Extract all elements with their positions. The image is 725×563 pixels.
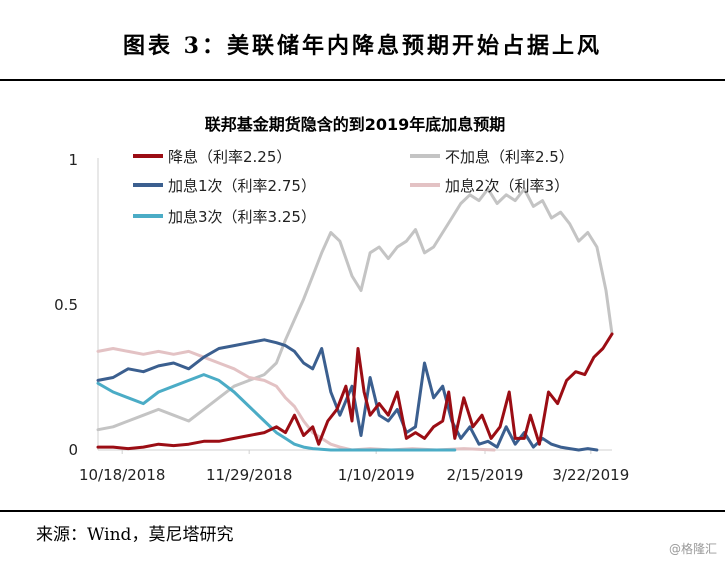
legend-label: 加息2次（利率3）	[445, 177, 569, 195]
line-chart: 联邦基金期货隐含的到2019年底加息预期 0 0.5 1 10/18/2018 11/2…	[54, 115, 629, 484]
series-line-2	[96, 187, 614, 432]
series-line-1	[96, 332, 614, 451]
legend-label: 加息1次（利率2.75）	[168, 177, 316, 195]
bottom-rule	[0, 510, 725, 512]
y-tick-label: 1	[68, 151, 78, 169]
series-line-4	[96, 347, 496, 452]
series-layer	[96, 187, 614, 452]
y-tick-label: 0	[68, 441, 78, 459]
legend-label: 加息3次（利率3.25）	[168, 208, 316, 226]
axes: 0 0.5 1 10/18/2018 11/29/2018 1/10/2019 2/15/2…	[54, 151, 629, 484]
x-tick-label: 11/29/2018	[206, 466, 292, 484]
x-tick-label: 1/10/2019	[338, 466, 415, 484]
top-rule	[0, 79, 725, 81]
source-note: 来源：Wind，莫尼塔研究	[36, 525, 234, 545]
x-tick-label: 10/18/2018	[79, 466, 165, 484]
y-tick-label: 0.5	[54, 296, 78, 314]
x-tick-label: 3/22/2019	[552, 466, 629, 484]
legend-label: 不加息（利率2.5）	[445, 148, 574, 166]
series-line-5	[96, 373, 457, 452]
legend: 降息（利率2.25） 不加息（利率2.5） 加息1次（利率2.75） 加息2次（利率3…	[133, 148, 574, 226]
legend-label: 降息（利率2.25）	[168, 148, 291, 166]
figure-title: 图表 3：美联储年内降息预期开始占据上风	[123, 33, 602, 59]
x-tick-label: 2/15/2019	[447, 466, 524, 484]
watermark: @格隆汇	[668, 542, 717, 556]
chart-title: 联邦基金期货隐含的到2019年底加息预期	[205, 115, 506, 134]
